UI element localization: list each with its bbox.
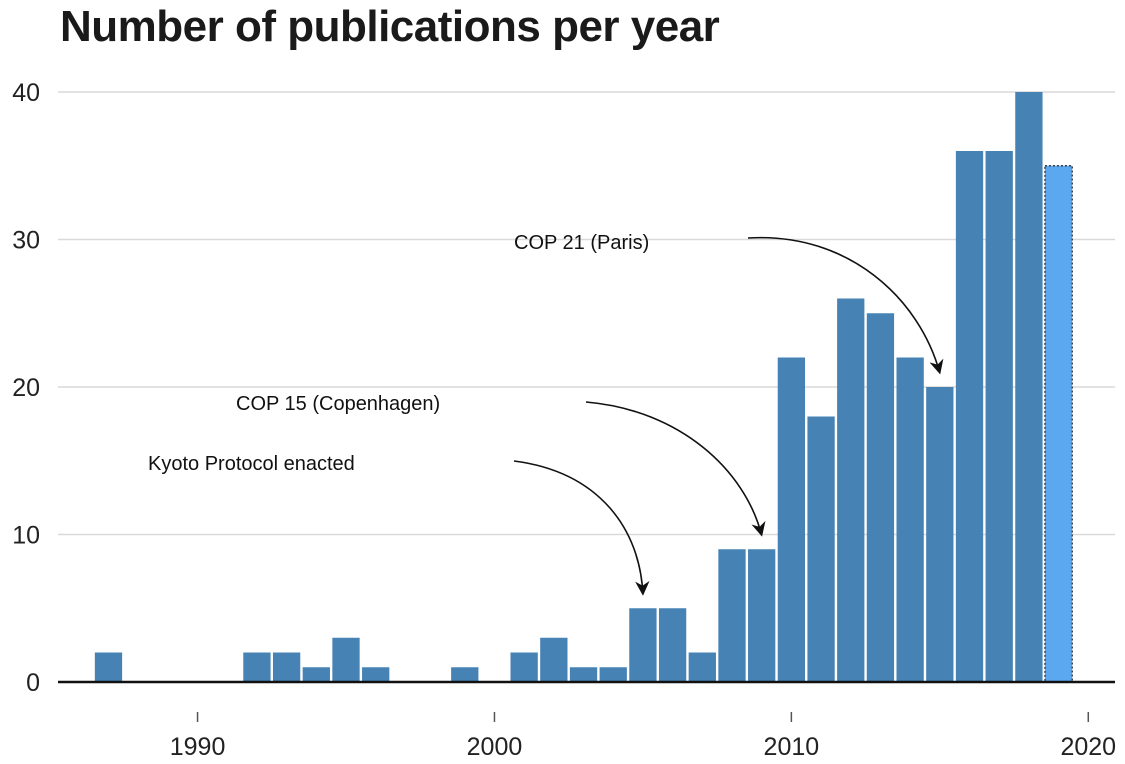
bar-1987 (94, 652, 123, 682)
bar-1993 (272, 652, 301, 682)
bar-2018 (1015, 92, 1043, 682)
bar-2014 (896, 357, 924, 682)
bar-1999 (451, 667, 479, 682)
y-tick-label-20: 20 (12, 374, 40, 402)
bar-2003 (569, 667, 598, 682)
bar-2007 (688, 652, 716, 682)
bar-2001 (510, 652, 538, 682)
axes: 0 10 20 30 40 1990 2000 2010 2020 (12, 79, 1116, 761)
bar-2006 (658, 608, 687, 682)
annotation-arrow-1 (513, 460, 650, 596)
bars (94, 92, 1073, 683)
bar-2008 (718, 549, 746, 682)
bar-2013 (866, 313, 895, 682)
bar-1996 (362, 667, 390, 682)
x-tick-label-2000: 2000 (467, 733, 523, 761)
annotation-label-2: COP 15 (Copenhagen) (236, 393, 440, 415)
y-tick-label-40: 40 (12, 79, 40, 107)
bar-2009 (748, 549, 776, 682)
bar-2017 (985, 151, 1013, 682)
bar-1992 (243, 652, 271, 682)
y-tick-label-0: 0 (26, 669, 40, 697)
bar-1994 (302, 667, 330, 682)
x-tick-label-2020: 2020 (1060, 733, 1116, 761)
annotation-arrow-2 (585, 401, 766, 537)
annotation-label-1: Kyoto Protocol enacted (148, 453, 355, 475)
annotation-label-3: COP 21 (Paris) (514, 232, 649, 254)
bar-2010 (777, 357, 806, 682)
bar-2016 (955, 151, 984, 682)
chart-title: Number of publications per year (60, 2, 720, 51)
bar-2002 (540, 637, 568, 682)
x-tick-label-2010: 2010 (764, 733, 820, 761)
bar-2011 (807, 416, 835, 682)
bar-1995 (332, 637, 360, 682)
y-tick-label-30: 30 (12, 227, 40, 255)
bar-2012 (837, 298, 865, 682)
bar-2019 (1044, 165, 1073, 683)
bar-2004 (599, 667, 627, 682)
annotations: Kyoto Protocol enacted COP 15 (Copenhagen… (148, 232, 944, 596)
x-tick-label-1990: 1990 (170, 733, 226, 761)
annotation-arrow-3 (747, 236, 944, 375)
bar-2005 (629, 608, 657, 682)
y-tick-label-10: 10 (12, 522, 40, 550)
bar-2015 (926, 387, 954, 682)
